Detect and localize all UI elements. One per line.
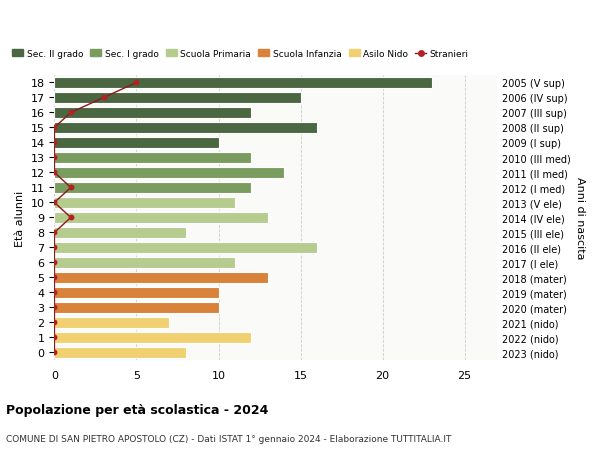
Point xyxy=(99,95,109,102)
Bar xyxy=(55,287,218,298)
Point xyxy=(50,304,59,311)
Point xyxy=(50,274,59,281)
Point xyxy=(66,110,76,117)
Bar xyxy=(55,197,235,208)
Point xyxy=(50,140,59,147)
Bar xyxy=(55,182,251,194)
Point xyxy=(50,154,59,162)
Legend: Sec. II grado, Sec. I grado, Scuola Primaria, Scuola Infanzia, Asilo Nido, Stran: Sec. II grado, Sec. I grado, Scuola Prim… xyxy=(8,46,472,62)
Bar xyxy=(55,168,284,179)
Bar xyxy=(55,317,169,328)
Bar xyxy=(55,302,218,313)
Bar xyxy=(55,78,432,89)
Text: Popolazione per età scolastica - 2024: Popolazione per età scolastica - 2024 xyxy=(6,403,268,416)
Bar xyxy=(55,213,268,224)
Point xyxy=(50,319,59,326)
Point xyxy=(50,349,59,356)
Bar xyxy=(55,257,235,269)
Point xyxy=(66,214,76,222)
Point xyxy=(50,289,59,297)
Point xyxy=(50,124,59,132)
Y-axis label: Età alunni: Età alunni xyxy=(15,190,25,246)
Bar xyxy=(55,347,185,358)
Point xyxy=(50,229,59,236)
Bar xyxy=(55,123,317,134)
Bar xyxy=(55,138,218,149)
Bar xyxy=(55,272,268,283)
Point xyxy=(50,259,59,267)
Bar xyxy=(55,107,251,119)
Point xyxy=(50,334,59,341)
Point xyxy=(66,185,76,192)
Bar xyxy=(55,242,317,253)
Point xyxy=(131,79,141,87)
Point xyxy=(50,244,59,252)
Bar xyxy=(55,227,185,239)
Bar xyxy=(55,152,251,164)
Bar xyxy=(55,93,301,104)
Y-axis label: Anni di nascita: Anni di nascita xyxy=(575,177,585,259)
Point xyxy=(50,199,59,207)
Bar xyxy=(55,332,251,343)
Text: COMUNE DI SAN PIETRO APOSTOLO (CZ) - Dati ISTAT 1° gennaio 2024 - Elaborazione T: COMUNE DI SAN PIETRO APOSTOLO (CZ) - Dat… xyxy=(6,434,451,442)
Point xyxy=(50,169,59,177)
